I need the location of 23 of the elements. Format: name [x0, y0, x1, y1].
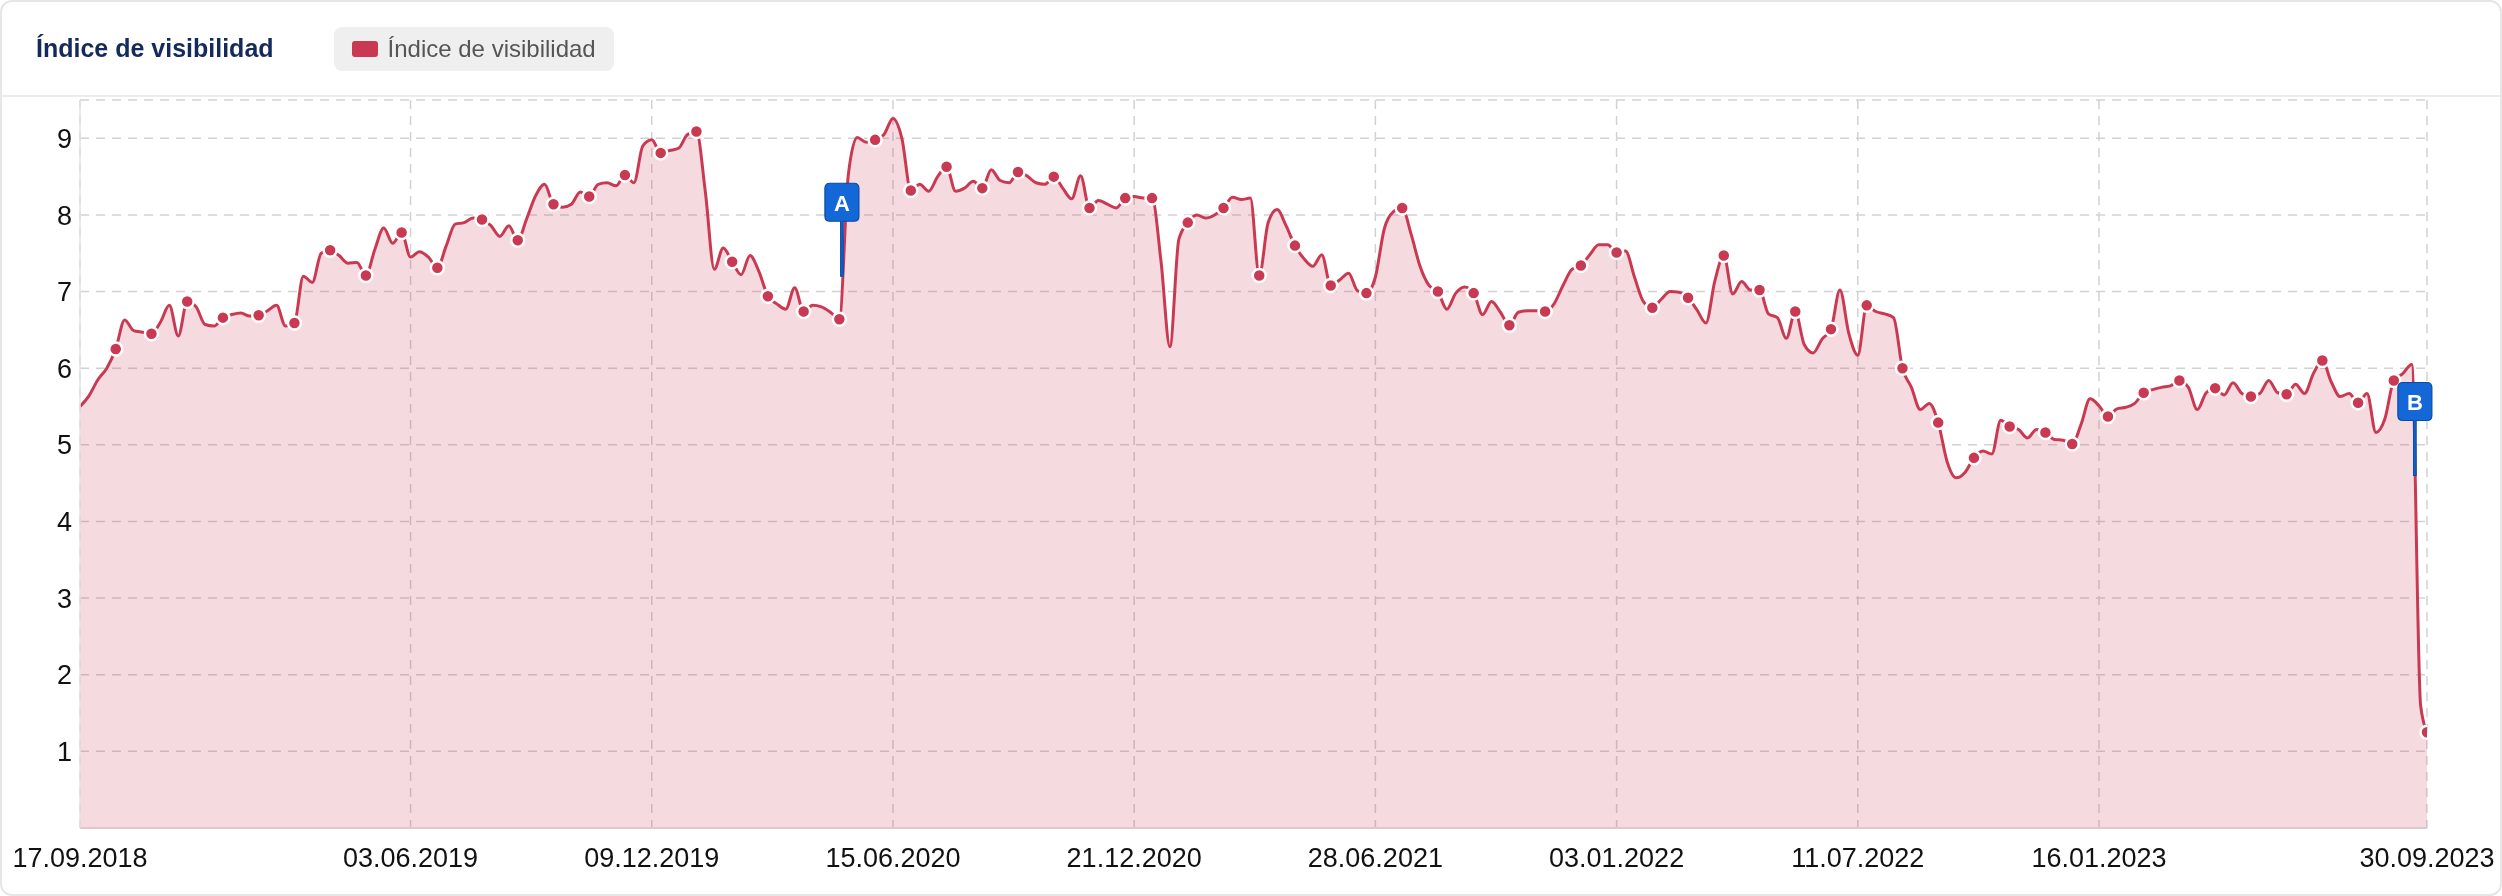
y-tick-label: 4: [56, 507, 72, 538]
x-tick-label: 30.09.2023: [2359, 843, 2495, 874]
y-tick-label: 9: [56, 123, 72, 154]
x-tick-label: 15.06.2020: [825, 843, 961, 874]
annotation: A: [833, 190, 850, 216]
x-tick-label: 16.01.2023: [2031, 843, 2167, 874]
x-tick-label: 28.06.2021: [1307, 843, 1443, 874]
x-tick-label: 21.12.2020: [1066, 843, 1202, 874]
y-tick-label: 2: [56, 660, 72, 691]
x-tick-label: 11.07.2022: [1791, 843, 1925, 874]
legend-label: Índice de visibilidad: [387, 34, 596, 63]
y-tick-label: 5: [56, 430, 72, 461]
x-tick-label: 09.12.2019: [584, 843, 720, 874]
y-tick-label: 3: [56, 583, 72, 614]
x-tick-label: 03.06.2019: [342, 843, 479, 874]
y-tick-label: 6: [56, 353, 72, 384]
annotation: B: [2406, 389, 2423, 415]
x-tick-label: 03.01.2022: [1549, 843, 1685, 874]
chart-title: Índice de visibilidad: [36, 34, 274, 63]
x-tick-label: 17.09.2018: [12, 843, 148, 874]
y-tick-label: 7: [56, 277, 72, 308]
y-tick-label: 1: [56, 736, 72, 767]
y-tick-label: 8: [56, 200, 72, 231]
